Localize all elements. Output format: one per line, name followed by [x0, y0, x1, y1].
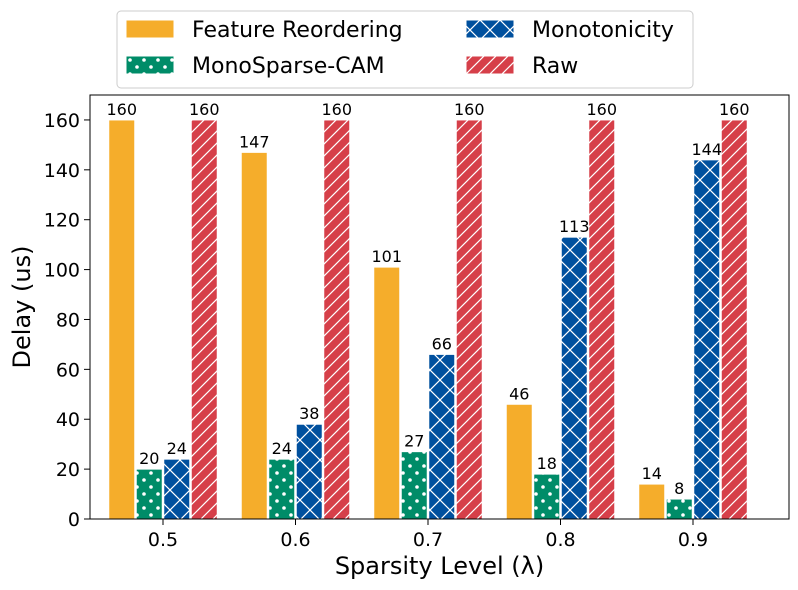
bar-hatch: [191, 119, 218, 520]
legend-label: Feature Reordering: [192, 18, 403, 43]
bar-hatch: [693, 159, 720, 520]
y-tick-label: 20: [56, 459, 80, 481]
data-label: 24: [272, 439, 292, 458]
legend-label: Raw: [532, 54, 578, 79]
data-label: 160: [321, 100, 352, 119]
bar-hatch: [533, 474, 560, 519]
bar-feature-reordering-0.9: [638, 484, 665, 519]
data-label: 24: [167, 439, 187, 458]
data-label: 18: [537, 454, 557, 473]
bar-hatch: [456, 119, 483, 520]
plot-frame: [89, 94, 790, 520]
data-label: 101: [371, 247, 402, 266]
y-tick-label: 0: [68, 509, 80, 531]
legend-label: Monotonicity: [532, 18, 674, 43]
bar-feature-reordering-0.8: [506, 404, 533, 519]
data-label: 20: [139, 449, 159, 468]
bar-feature-reordering-0.7: [373, 267, 400, 519]
data-label: 160: [719, 100, 750, 119]
data-label: 8: [674, 479, 684, 498]
legend: Feature Reordering Monotonicity MonoSparse…: [116, 10, 694, 89]
bar-feature-reordering-0.5: [108, 119, 135, 520]
bar-hatch: [401, 451, 428, 519]
y-tick-label: 120: [44, 210, 80, 232]
x-tick-label: 0.7: [413, 529, 443, 551]
x-tick-label: 0.8: [545, 529, 575, 551]
data-label: 160: [454, 100, 485, 119]
bar-hatch: [296, 424, 323, 519]
data-label: 27: [404, 432, 424, 451]
legend-swatch-outline: [465, 19, 515, 39]
x-tick-label: 0.5: [148, 529, 178, 551]
data-label: 66: [432, 334, 452, 353]
y-tick-label: 40: [56, 409, 80, 431]
data-label: 38: [299, 404, 319, 423]
legend-swatch-outline: [465, 55, 515, 75]
legend-swatch: [126, 20, 174, 38]
data-label: 160: [106, 100, 137, 119]
bar-hatch: [323, 119, 350, 520]
y-tick-label: 100: [44, 260, 80, 282]
data-label: 46: [509, 384, 529, 403]
data-label: 147: [239, 132, 270, 151]
y-axis-title: Delay (us): [8, 246, 36, 369]
x-tick-label: 0.9: [678, 529, 708, 551]
bar-hatch: [666, 499, 693, 519]
data-label: 113: [559, 217, 590, 236]
bar-hatch: [561, 237, 588, 519]
legend-swatch-hatch: [466, 20, 514, 38]
y-tick-label: 140: [44, 160, 80, 182]
y-tick-label: 160: [44, 110, 80, 132]
legend-label: MonoSparse-CAM: [192, 54, 385, 79]
bar-hatch: [136, 469, 163, 519]
bar-hatch: [163, 459, 190, 519]
bar-hatch: [721, 119, 748, 520]
bar-hatch: [428, 354, 455, 519]
data-label: 14: [642, 464, 662, 483]
legend-frame: [116, 10, 694, 89]
x-tick-label: 0.6: [280, 529, 310, 551]
y-tick-label: 80: [56, 309, 80, 331]
legend-swatch-hatch: [126, 56, 174, 74]
x-axis-title: Sparsity Level (λ): [335, 552, 544, 580]
y-tick-label: 60: [56, 359, 80, 381]
data-label: 160: [586, 100, 617, 119]
legend-swatch-hatch: [466, 56, 514, 74]
legend-swatch-outline: [125, 19, 175, 39]
bar-feature-reordering-0.6: [241, 152, 268, 520]
bar-hatch: [588, 119, 615, 520]
data-label: 160: [189, 100, 220, 119]
data-label: 144: [691, 140, 722, 159]
bar-hatch: [268, 459, 295, 519]
legend-swatch-outline: [125, 55, 175, 75]
